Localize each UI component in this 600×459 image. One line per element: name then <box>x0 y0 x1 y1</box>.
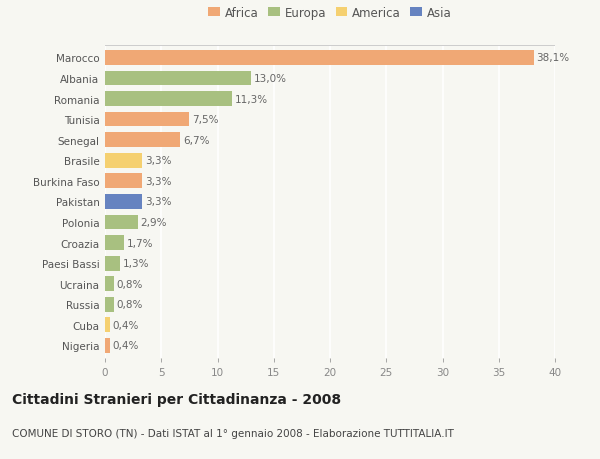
Text: 3,3%: 3,3% <box>145 156 172 166</box>
Bar <box>105 153 142 168</box>
Bar <box>105 133 181 148</box>
Text: 6,7%: 6,7% <box>183 135 209 146</box>
Text: 38,1%: 38,1% <box>536 53 569 63</box>
Text: 1,7%: 1,7% <box>127 238 154 248</box>
Bar <box>105 92 232 106</box>
Bar <box>105 297 114 312</box>
Bar <box>105 112 190 127</box>
Text: 0,4%: 0,4% <box>112 320 139 330</box>
Bar <box>105 195 142 209</box>
Text: 3,3%: 3,3% <box>145 197 172 207</box>
Bar <box>105 338 110 353</box>
Text: 11,3%: 11,3% <box>235 94 268 104</box>
Bar <box>105 318 110 333</box>
Bar <box>105 256 119 271</box>
Bar <box>105 174 142 189</box>
Bar <box>105 215 137 230</box>
Text: 0,4%: 0,4% <box>112 341 139 351</box>
Text: COMUNE DI STORO (TN) - Dati ISTAT al 1° gennaio 2008 - Elaborazione TUTTITALIA.I: COMUNE DI STORO (TN) - Dati ISTAT al 1° … <box>12 428 454 438</box>
Bar <box>105 71 251 86</box>
Bar <box>105 277 114 291</box>
Bar <box>105 235 124 251</box>
Text: 0,8%: 0,8% <box>117 279 143 289</box>
Text: Cittadini Stranieri per Cittadinanza - 2008: Cittadini Stranieri per Cittadinanza - 2… <box>12 392 341 406</box>
Bar <box>105 51 533 66</box>
Text: 3,3%: 3,3% <box>145 176 172 186</box>
Text: 7,5%: 7,5% <box>192 115 218 125</box>
Text: 1,3%: 1,3% <box>122 258 149 269</box>
Text: 2,9%: 2,9% <box>140 218 167 228</box>
Text: 13,0%: 13,0% <box>254 74 287 84</box>
Text: 0,8%: 0,8% <box>117 300 143 310</box>
Legend: Africa, Europa, America, Asia: Africa, Europa, America, Asia <box>203 2 457 24</box>
